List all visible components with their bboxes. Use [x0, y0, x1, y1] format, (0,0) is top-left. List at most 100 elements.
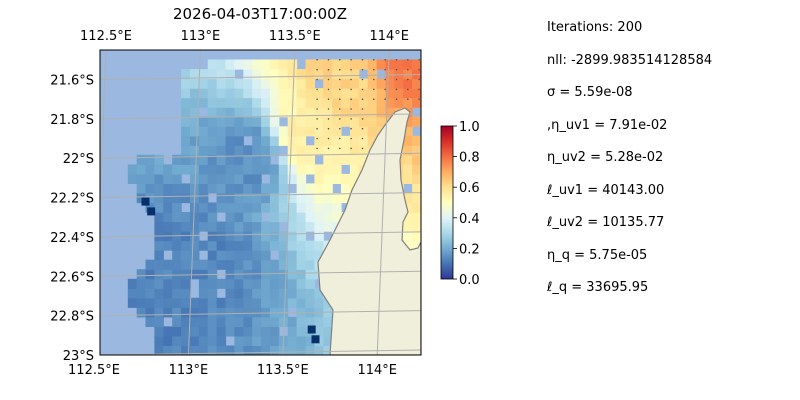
heatmap-cell: [314, 97, 324, 108]
heatmap-cell: [234, 59, 244, 70]
heatmap-cell: [207, 145, 218, 156]
heatmap-cell: [225, 231, 235, 242]
heatmap-cell: [181, 107, 191, 118]
heatmap-cell: [314, 250, 324, 261]
ell-uv1-text: ℓ_uv1 = 40143.00: [547, 182, 665, 198]
heatmap-cell: [323, 173, 333, 184]
parameter-panel: Iterations: 200 nll: -2899.983514128584 …: [547, 20, 712, 313]
velocity-arrow: [316, 137, 318, 140]
ell-uv2-text: ℓ_uv2 = 10135.77: [547, 215, 665, 230]
heatmap-cell: [296, 183, 307, 194]
heatmap-cell: [216, 345, 227, 355]
heatmap-cell: [243, 59, 253, 70]
heatmap-cell: [323, 97, 333, 108]
heatmap-cell: [216, 183, 227, 194]
heatmap-cell: [243, 193, 253, 204]
heatmap-cell: [394, 97, 404, 108]
colorbar-tick-label: 0.6: [459, 181, 480, 196]
heatmap-cell: [225, 164, 235, 175]
heatmap-cell: [234, 116, 244, 127]
heatmap-cell: [216, 307, 227, 318]
heatmap-cell: [163, 335, 173, 346]
heatmap-cell: [172, 202, 182, 213]
heatmap-cell: [198, 183, 209, 194]
velocity-arrow: [418, 59, 420, 61]
heatmap-cell: [412, 183, 421, 194]
heatmap-cell: [323, 126, 333, 137]
heatmap-cell: [394, 78, 404, 89]
heatmap-cell: [198, 297, 209, 308]
heatmap-cell: [145, 183, 155, 194]
heatmap-cell: [181, 326, 191, 337]
heatmap-cell: [145, 154, 155, 165]
heatmap-cell: [252, 59, 262, 70]
heatmap-cell: [252, 288, 262, 299]
heatmap-cell: [323, 135, 333, 146]
heatmap-cell: [296, 269, 307, 280]
heatmap-cell: [305, 116, 315, 127]
heatmap-cell: [287, 88, 298, 99]
heatmap-cell: [269, 126, 280, 137]
heatmap-cell: [412, 193, 421, 204]
heatmap-cell: [154, 164, 164, 175]
heatmap-cell: [225, 59, 235, 70]
grid-line: [100, 50, 107, 216]
velocity-arrow: [350, 78, 352, 81]
heatmap-cell: [163, 173, 173, 184]
heatmap-cell: [261, 97, 271, 108]
heatmap-cell: [252, 164, 262, 175]
velocity-arrow: [384, 98, 386, 100]
heatmap-cell: [172, 326, 182, 337]
heatmap-cell: [261, 164, 271, 175]
heatmap-cell: [305, 316, 315, 327]
heatmap-cell: [385, 88, 395, 99]
y-tick-label: 22.4°S: [50, 231, 94, 246]
grid-line: [100, 152, 421, 159]
heatmap-cell: [154, 345, 164, 355]
heatmap-cell: [207, 78, 218, 89]
heatmap-cell: [207, 345, 218, 355]
colorbar-tick-label: 1.0: [459, 120, 480, 135]
heatmap-cell: [323, 345, 333, 355]
heatmap-cell: [190, 212, 200, 223]
heatmap-cell: [216, 78, 227, 89]
heatmap-cell: [154, 250, 164, 261]
heatmap-cell: [269, 231, 280, 242]
heatmap-cell: [190, 145, 200, 156]
heatmap-cell: [154, 278, 164, 289]
heatmap-cell: [216, 297, 227, 308]
velocity-arrow: [395, 98, 398, 100]
heatmap-cell: [305, 240, 315, 251]
heatmap-cell: [261, 335, 271, 346]
heatmap-cell: [358, 116, 369, 127]
heatmap-cell: [163, 307, 173, 318]
heatmap-cell: [332, 97, 342, 108]
heatmap-cell: [243, 250, 253, 261]
heatmap-cell: [190, 135, 200, 146]
heatmap-cell: [252, 135, 262, 146]
heatmap-cell: [198, 326, 209, 337]
heatmap-cell: [305, 278, 315, 289]
colorbar: [440, 125, 454, 280]
heatmap-cell: [349, 59, 360, 70]
heatmap-cell: [252, 107, 262, 118]
heatmap-cell: [127, 173, 138, 184]
heatmap-cell: [278, 212, 289, 223]
heatmap-cell: [243, 335, 253, 346]
heatmap-cell: [305, 164, 315, 175]
heatmap-cell: [234, 97, 244, 108]
heatmap-cell: [261, 326, 271, 337]
heatmap-cell: [305, 107, 315, 118]
heatmap-cell: [225, 145, 235, 156]
velocity-arrow: [361, 147, 364, 150]
heatmap-cell: [367, 97, 378, 108]
heatmap-cell: [172, 307, 182, 318]
heatmap-cell: [190, 154, 200, 165]
heatmap-cell: [261, 135, 271, 146]
heatmap-cell: [261, 107, 271, 118]
velocity-arrow: [361, 137, 364, 140]
heatmap-cell: [385, 69, 395, 80]
heatmap-cell: [145, 259, 155, 270]
heatmap-cell: [305, 88, 315, 99]
heatmap-cell: [349, 69, 360, 80]
